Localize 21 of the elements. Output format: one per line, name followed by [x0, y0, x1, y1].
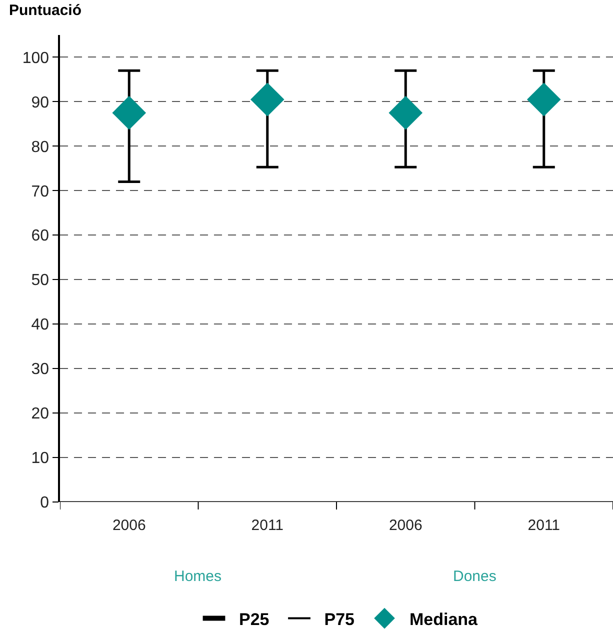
y-tick-label: 100	[22, 50, 50, 67]
y-tick-label: 80	[31, 138, 50, 156]
y-tick-label: 10	[31, 450, 50, 468]
x-tick-label: 2006	[112, 517, 146, 534]
y-tick-label: 0	[40, 494, 50, 512]
legend-label: P75	[324, 610, 354, 629]
y-tick-label: 50	[31, 272, 50, 290]
y-tick-label: 90	[31, 94, 50, 112]
x-tick-label: 2011	[251, 517, 284, 534]
x-tick-label: 2006	[388, 517, 422, 534]
y-tick-label: 70	[31, 183, 50, 200]
legend-label: Mediana	[410, 610, 478, 629]
legend-label: P25	[239, 610, 270, 629]
y-tick-label: 20	[31, 406, 50, 423]
y-axis-title: Puntuació	[9, 2, 82, 19]
y-tick-label: 40	[31, 316, 50, 334]
text: Dones	[453, 568, 496, 585]
text: Homes	[174, 568, 222, 585]
x-tick-label: 2011	[528, 517, 560, 534]
y-tick-label: 60	[31, 228, 50, 245]
y-tick-label: 30	[31, 361, 50, 378]
